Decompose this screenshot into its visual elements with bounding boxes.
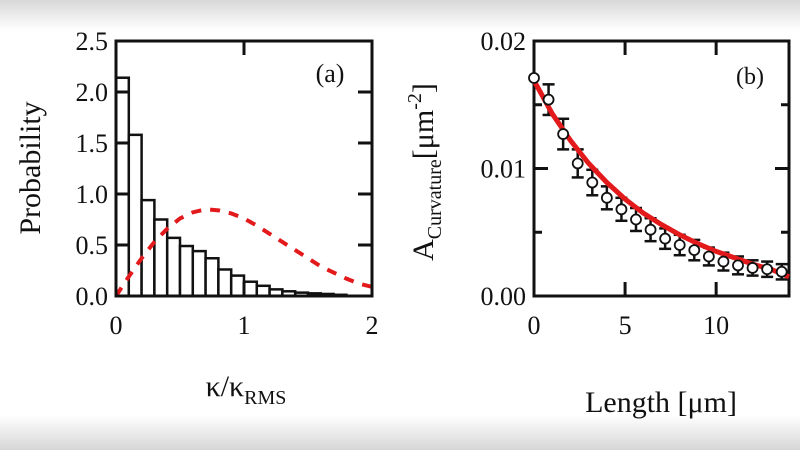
data-point [761,263,774,276]
panel-b-ylabel-unit: [μm [407,110,440,159]
data-point [542,93,555,106]
fit-curve [531,79,790,280]
y-tick-label: 0.01 [481,155,527,184]
x-tick-label: 1 [238,311,251,340]
panel-a: 0 1 2 0.0 0.5 1.0 1.5 2.0 2.5 [76,27,379,340]
panel-b-ylabel-main: A [407,239,440,261]
panel-b-ylabel-sup: -2 [404,93,426,110]
y-tick-label: 0.0 [76,282,109,311]
data-point [615,203,628,216]
panel-a-xlabel-sub: RMS [244,387,286,409]
x-tick-label: 10 [703,311,729,340]
histogram-bar [255,284,271,298]
data-point [775,265,788,278]
data-point [600,191,613,204]
data-point [630,213,642,226]
data-point [571,157,584,170]
histogram-bar [165,236,182,298]
panel-a-ylabel: Probability [14,101,47,234]
data-point [586,176,599,189]
panel-b-ylabel-sub: Curvature [424,159,446,239]
panel-b-ylabel-close: ] [407,83,440,93]
data-point [732,259,744,272]
histogram-bar [191,249,207,298]
panel-a-xlabel: κ/κRMS [206,370,287,409]
panel-b-xlabel: Length [μm] [585,386,737,419]
x-tick-label: 5 [619,311,632,340]
x-tick-label: 0 [528,311,541,340]
data-point [644,223,657,236]
y-tick-label: 0.5 [76,231,109,260]
histogram-bar [204,257,220,298]
data-point [702,250,715,263]
data-point [659,232,672,245]
x-tick-label: 0 [110,311,123,340]
data-point [746,262,759,274]
panel-b-ylabel: ACurvature[μm-2] [404,83,446,261]
histogram-bar [114,76,131,298]
panel-a-label: (a) [316,59,345,88]
y-tick-label: 2.0 [76,78,109,107]
histogram-bar [178,244,195,298]
data-point [528,72,540,84]
y-tick-label: 0.00 [481,282,527,311]
dashed-curve [114,207,373,298]
y-tick-label: 0.02 [481,27,527,56]
data-point [717,255,730,268]
panel-b: 0 5 10 0.00 0.01 0.02 [481,27,791,340]
panel-a-xlabel-main: κ/κ [206,370,245,403]
y-tick-label: 1.0 [76,180,109,209]
data-point [673,239,686,251]
y-tick-label: 1.5 [76,129,109,158]
histogram-bar [229,274,246,298]
data-point [557,128,570,140]
y-tick-label: 2.5 [76,27,109,56]
histogram-bar [242,280,259,298]
x-tick-label: 2 [366,311,379,340]
histogram-bar [217,268,233,298]
data-point [688,244,701,257]
panel-b-label: (b) [736,64,764,90]
